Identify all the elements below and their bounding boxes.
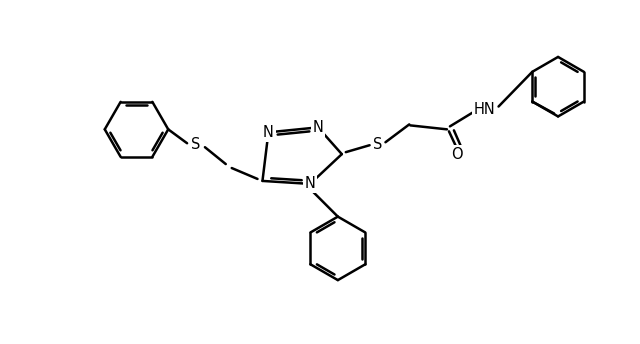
- Text: O: O: [451, 147, 463, 162]
- Text: S: S: [191, 137, 201, 152]
- Text: N: N: [312, 120, 323, 135]
- Text: N: N: [263, 125, 274, 140]
- Text: S: S: [373, 137, 382, 152]
- Text: HN: HN: [474, 102, 495, 117]
- Text: N: N: [305, 176, 316, 191]
